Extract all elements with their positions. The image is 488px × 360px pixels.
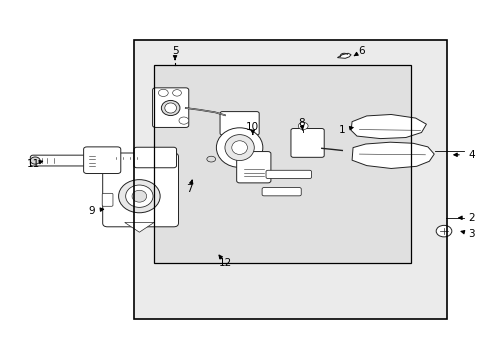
Ellipse shape <box>118 180 160 213</box>
Text: 2: 2 <box>468 213 474 223</box>
Bar <box>154 65 410 263</box>
Text: 9: 9 <box>88 206 95 216</box>
Text: 4: 4 <box>468 150 474 160</box>
Ellipse shape <box>224 135 254 161</box>
Circle shape <box>435 225 451 237</box>
Ellipse shape <box>125 185 153 207</box>
FancyBboxPatch shape <box>134 147 176 168</box>
Ellipse shape <box>231 141 247 154</box>
Text: 5: 5 <box>171 46 178 56</box>
Ellipse shape <box>206 156 215 162</box>
Circle shape <box>298 122 307 130</box>
Circle shape <box>179 117 188 124</box>
Bar <box>154 65 410 263</box>
Ellipse shape <box>132 190 146 202</box>
FancyBboxPatch shape <box>83 147 121 174</box>
Polygon shape <box>337 53 350 58</box>
Text: 7: 7 <box>186 184 193 194</box>
FancyBboxPatch shape <box>30 155 94 166</box>
Polygon shape <box>124 222 154 232</box>
Polygon shape <box>351 142 433 168</box>
FancyBboxPatch shape <box>102 193 113 206</box>
Text: 11: 11 <box>26 159 40 169</box>
Text: 3: 3 <box>468 229 474 239</box>
FancyBboxPatch shape <box>220 112 259 135</box>
Text: 8: 8 <box>298 118 305 128</box>
Ellipse shape <box>161 100 180 116</box>
Text: 6: 6 <box>358 46 365 56</box>
Text: 10: 10 <box>246 122 259 132</box>
FancyBboxPatch shape <box>262 188 301 196</box>
FancyBboxPatch shape <box>102 153 178 227</box>
Polygon shape <box>350 114 426 139</box>
FancyBboxPatch shape <box>290 129 324 157</box>
Bar <box>134 40 447 319</box>
Circle shape <box>172 90 181 96</box>
Ellipse shape <box>216 128 263 167</box>
Ellipse shape <box>30 157 40 164</box>
Text: 1: 1 <box>338 125 345 135</box>
FancyBboxPatch shape <box>236 152 270 183</box>
Bar <box>134 40 447 319</box>
Ellipse shape <box>164 103 176 113</box>
Circle shape <box>158 89 168 96</box>
Text: 12: 12 <box>218 258 231 268</box>
FancyBboxPatch shape <box>265 170 311 179</box>
FancyBboxPatch shape <box>152 88 188 127</box>
